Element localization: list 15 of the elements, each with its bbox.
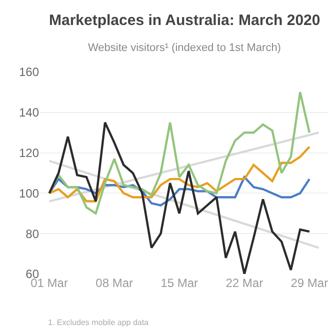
line-series: [48, 91, 311, 214]
line-series: [48, 121, 311, 274]
x-tick-label: 15 Mar: [160, 276, 198, 290]
y-tick-label: 140: [18, 106, 40, 120]
text: 1. Excludes mobile app data: [48, 318, 150, 327]
y-tick-label: 120: [18, 146, 40, 160]
chart-subtitle: Website visitors¹ (indexed to 1st March): [88, 42, 281, 54]
y-tick-label: 80: [26, 226, 40, 241]
y-tick-label: 160: [18, 65, 40, 80]
line-series: [48, 146, 311, 202]
x-tick-label: 22 Mar: [226, 276, 264, 290]
chart-title: Marketplaces in Australia: March 2020: [49, 12, 320, 29]
x-tick-label: 08 Mar: [96, 276, 133, 290]
y-tick-label: 100: [18, 186, 40, 200]
x-tick-label: 29 Mar: [290, 276, 328, 290]
